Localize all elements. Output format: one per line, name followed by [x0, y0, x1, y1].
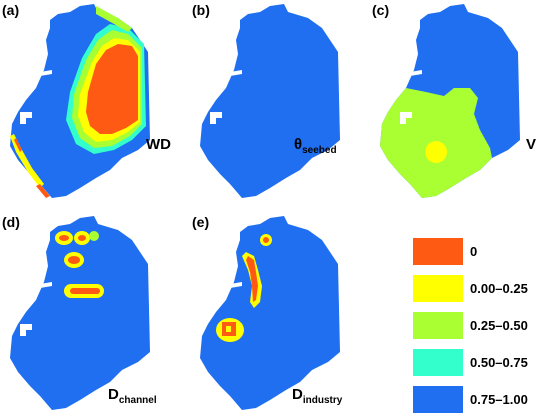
coast-cut-2	[410, 70, 422, 76]
map-wd	[10, 4, 150, 198]
map-d-industry	[200, 216, 340, 410]
legend-swatch	[413, 238, 463, 265]
panel-b: (b) θseebed	[190, 0, 370, 200]
edge-strip-left-red	[14, 138, 22, 152]
harbor-cut	[210, 112, 222, 124]
edge-strip-top	[96, 6, 132, 32]
panel-a: (a) WD	[0, 0, 180, 200]
panel-e: (e) Dindustry	[190, 212, 370, 412]
region-shape	[10, 216, 150, 410]
legend-item: 0	[410, 238, 550, 268]
hotspot-mid	[64, 252, 84, 268]
legend-swatch	[413, 349, 463, 376]
legend-label: 0	[470, 244, 478, 259]
legend-label: 0.00–0.25	[470, 281, 528, 296]
panel-tag: (b)	[192, 2, 210, 18]
coast-cut-2	[230, 70, 242, 76]
coast-cut-2	[230, 282, 242, 288]
panel-c: (c) V	[370, 0, 550, 200]
legend-swatch	[413, 312, 463, 339]
variable-label: V	[526, 136, 537, 153]
hotspot-coast-lower	[216, 318, 244, 342]
panel-tag: (a)	[2, 2, 20, 18]
coast-cut-1	[224, 56, 236, 62]
panel-tag: (e)	[192, 214, 210, 230]
panel-tag: (d)	[2, 214, 20, 230]
coast-cut-1	[224, 268, 236, 274]
map-d-channel	[10, 216, 150, 410]
legend-item: 0.75–1.00	[410, 386, 550, 416]
variable-label: WD	[146, 136, 171, 153]
edge-strip-bottom	[36, 184, 50, 198]
legend-label: 0.75–1.00	[470, 392, 528, 407]
hotspot-top	[55, 231, 99, 245]
harbor-cut	[400, 112, 412, 124]
hotspot-coast-upper	[242, 234, 272, 308]
legend-swatch	[413, 386, 463, 413]
map-theta	[200, 4, 340, 198]
harbor-cut	[20, 112, 32, 124]
hotspot-channel	[64, 284, 104, 298]
legend-swatch	[413, 275, 463, 302]
core-orange	[86, 44, 138, 134]
variable-label: Dchannel	[108, 386, 157, 406]
variable-label: θseebed	[294, 136, 337, 156]
panel-tag: (c)	[372, 2, 390, 18]
panel-d: (d) Dchannel	[0, 212, 180, 412]
harbor-cut	[20, 324, 32, 336]
legend-label: 0.25–0.50	[470, 318, 528, 333]
map-v	[380, 4, 520, 198]
coast-cut-1	[34, 268, 46, 274]
legend-label: 0.50–0.75	[470, 355, 528, 370]
coast-cut-1	[404, 56, 416, 62]
legend-item: 0.25–0.50	[410, 312, 550, 342]
legend-item: 0.00–0.25	[410, 275, 550, 305]
region-shape	[200, 216, 340, 410]
coast-cut-2	[40, 70, 52, 76]
zone-yellow	[425, 141, 447, 163]
region-shape	[200, 4, 340, 198]
legend-item: 0.50–0.75	[410, 349, 550, 379]
coast-cut-2	[40, 282, 52, 288]
variable-label: Dindustry	[292, 386, 343, 406]
coast-cut-1	[34, 56, 46, 62]
